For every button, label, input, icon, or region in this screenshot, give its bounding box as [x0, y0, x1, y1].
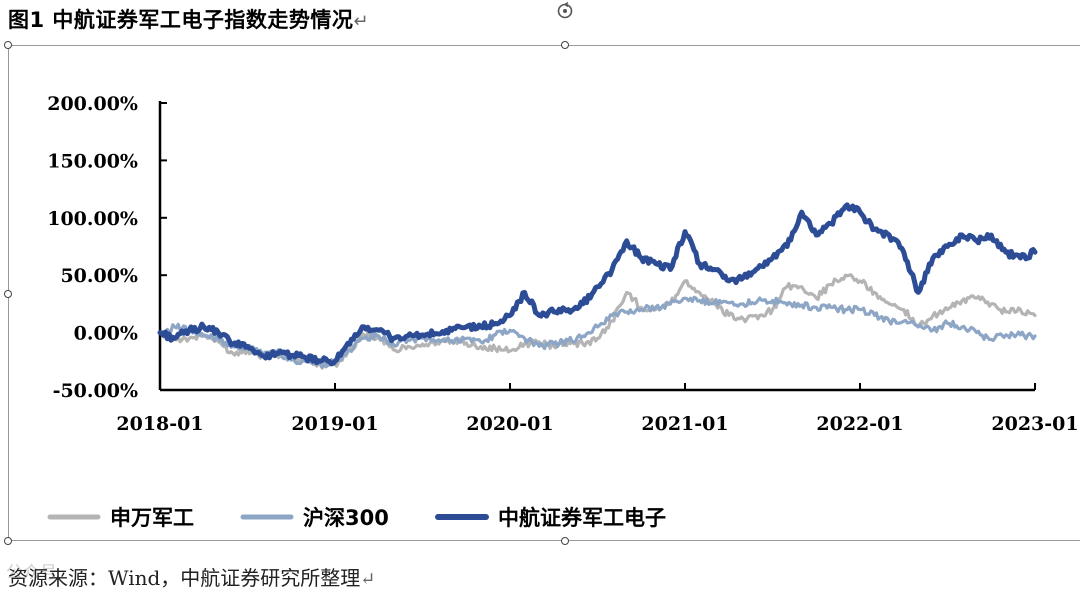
y-tick-label: 200.00% [47, 93, 138, 115]
paragraph-mark: ↵ [353, 11, 370, 32]
watermark: 公众号 [6, 563, 57, 583]
y-tick-label: 50.00% [60, 265, 138, 287]
x-tick-label: 2022-01 [816, 413, 903, 435]
figure-title: 图1 中航证券军工电子指数走势情况↵ [8, 4, 369, 34]
source-note-text: 资源来源：Wind，中航证券研究所整理 [8, 566, 361, 590]
source-note: 资源来源：Wind，中航证券研究所整理↵ [8, 562, 375, 591]
legend-label-3: 中航证券军工电子 [498, 506, 666, 530]
y-tick-label: 0.00% [74, 323, 138, 345]
y-tick-label: -50.00% [53, 380, 138, 402]
selection-handle-top-left[interactable] [4, 41, 12, 49]
x-tick-label: 2019-01 [291, 413, 378, 435]
legend-label-1: 申万军工 [110, 506, 194, 530]
figure-title-text: 图1 中航证券军工电子指数走势情况 [8, 8, 354, 32]
source-paragraph-mark: ↵ [360, 569, 376, 590]
selection-handle-top-middle[interactable] [561, 41, 569, 49]
selection-handle-middle-left[interactable] [4, 290, 12, 298]
x-tick-label: 2020-01 [466, 413, 553, 435]
rotate-handle-icon[interactable] [556, 2, 574, 20]
series-line-3 [157, 202, 1038, 367]
selection-handle-bottom-middle[interactable] [561, 537, 569, 545]
y-tick-label: 150.00% [47, 150, 138, 172]
legend-label-2: 沪深300 [303, 506, 389, 530]
x-tick-label: 2018-01 [116, 413, 203, 435]
selection-handle-bottom-left[interactable] [4, 537, 12, 545]
y-tick-label: 100.00% [47, 208, 138, 230]
x-tick-label: 2021-01 [641, 413, 728, 435]
x-tick-label: 2023-01 [991, 413, 1078, 435]
